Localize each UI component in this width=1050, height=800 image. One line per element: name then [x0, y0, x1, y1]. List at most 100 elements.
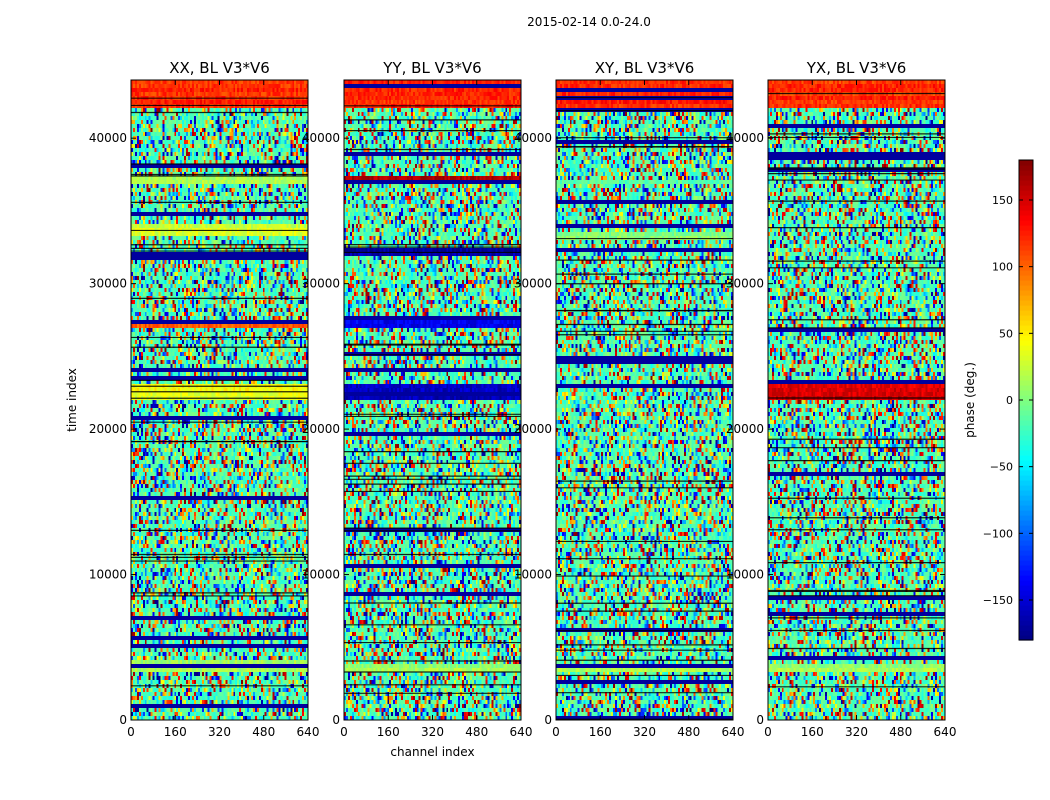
x-tick-label: 480: [465, 725, 488, 739]
heatmap-image: [131, 80, 308, 720]
x-tick-label: 640: [722, 725, 745, 739]
colorbar-segment: [1019, 200, 1033, 206]
x-tick-label: 480: [889, 725, 912, 739]
heatmap-image: [768, 80, 945, 720]
figure-suptitle: 2015-02-14 0.0-24.0: [527, 15, 651, 29]
colorbar-tick-label: 0: [1006, 394, 1013, 407]
panel-1: YY, BL V3*V6 0 160 320 480 640 0 10000 20000 3000…: [302, 59, 533, 759]
y-tick-label: 20000: [302, 422, 340, 436]
panels: XX, BL V3*V6 0 160 320 480 640 0 10000 20000 3000…: [65, 59, 956, 759]
colorbar-segment: [1019, 215, 1033, 221]
colorbar-segment: [1019, 525, 1033, 531]
x-tick-label: 160: [801, 725, 824, 739]
colorbar-segment: [1019, 195, 1033, 201]
colorbar-segment: [1019, 485, 1033, 491]
x-tick-label: 480: [252, 725, 275, 739]
colorbar-segment: [1019, 575, 1033, 581]
colorbar-segment: [1019, 535, 1033, 541]
colorbar-segment: [1019, 175, 1033, 181]
colorbar-segment: [1019, 500, 1033, 506]
panel-0: XX, BL V3*V6 0 160 320 480 640 0 10000 20000 3000…: [65, 59, 319, 739]
colorbar-label: phase (deg.): [963, 362, 977, 438]
colorbar-segment: [1019, 475, 1033, 481]
colorbar-segment: [1019, 555, 1033, 561]
colorbar-segment: [1019, 345, 1033, 351]
colorbar-segment: [1019, 460, 1033, 466]
colorbar-segment: [1019, 170, 1033, 176]
x-tick-label: 160: [377, 725, 400, 739]
colorbar-segment: [1019, 605, 1033, 611]
colorbar-segment: [1019, 430, 1033, 436]
colorbar-segment: [1019, 405, 1033, 411]
colorbar-segment: [1019, 275, 1033, 281]
colorbar-segment: [1019, 325, 1033, 331]
y-tick-label: 20000: [514, 422, 552, 436]
x-tick-label: 0: [127, 725, 135, 739]
colorbar-tick-label: −100: [983, 527, 1013, 540]
colorbar-segment: [1019, 610, 1033, 616]
colorbar-segment: [1019, 560, 1033, 566]
panel-title: XY, BL V3*V6: [595, 59, 695, 77]
colorbar-segment: [1019, 595, 1033, 601]
colorbar-segment: [1019, 220, 1033, 226]
colorbar-segment: [1019, 450, 1033, 456]
y-tick-label: 10000: [89, 568, 127, 582]
colorbar-segment: [1019, 385, 1033, 391]
colorbar-segment: [1019, 470, 1033, 476]
colorbar-segment: [1019, 550, 1033, 556]
y-tick-label: 40000: [89, 131, 127, 145]
y-tick-label: 40000: [514, 131, 552, 145]
panel-3: YX, BL V3*V6 0 160 320 480 640 0 10000 20000 3000…: [726, 59, 957, 739]
y-tick-label: 40000: [302, 131, 340, 145]
colorbar-segment: [1019, 615, 1033, 621]
colorbar-segment: [1019, 185, 1033, 191]
y-tick-label: 0: [756, 713, 764, 727]
panel-title: YX, BL V3*V6: [806, 59, 907, 77]
colorbar-segment: [1019, 620, 1033, 626]
y-tick-label: 30000: [514, 277, 552, 291]
colorbar-segment: [1019, 305, 1033, 311]
colorbar-segment: [1019, 355, 1033, 361]
colorbar-segment: [1019, 505, 1033, 511]
colorbar-segment: [1019, 180, 1033, 186]
colorbar-segment: [1019, 270, 1033, 276]
colorbar-segment: [1019, 285, 1033, 291]
colorbar-segment: [1019, 600, 1033, 606]
colorbar-tick-label: 100: [992, 261, 1013, 274]
y-tick-label: 40000: [726, 131, 764, 145]
colorbar-segment: [1019, 235, 1033, 241]
colorbar-segment: [1019, 445, 1033, 451]
colorbar-segment: [1019, 210, 1033, 216]
y-tick-label: 20000: [726, 422, 764, 436]
colorbar-segment: [1019, 630, 1033, 636]
y-tick-label: 10000: [726, 568, 764, 582]
x-tick-label: 160: [589, 725, 612, 739]
colorbar-tick-label: −150: [983, 594, 1013, 607]
y-tick-label: 30000: [89, 277, 127, 291]
colorbar-tick-label: 50: [999, 327, 1013, 340]
colorbar-segment: [1019, 410, 1033, 416]
colorbar-segment: [1019, 370, 1033, 376]
colorbar-segment: [1019, 440, 1033, 446]
colorbar-segment: [1019, 365, 1033, 371]
colorbar-segment: [1019, 490, 1033, 496]
colorbar-segment: [1019, 190, 1033, 196]
colorbar-segment: [1019, 340, 1033, 346]
colorbar-segment: [1019, 420, 1033, 426]
colorbar-segment: [1019, 395, 1033, 401]
x-tick-label: 320: [208, 725, 231, 739]
colorbar-segment: [1019, 230, 1033, 236]
colorbar-segment: [1019, 290, 1033, 296]
colorbar: 150 100 50 0 −50 −100 −150 phase (deg.): [963, 159, 1034, 641]
y-tick-label: 0: [544, 713, 552, 727]
colorbar-segment: [1019, 315, 1033, 321]
y-tick-label: 30000: [302, 277, 340, 291]
y-tick-label: 10000: [514, 568, 552, 582]
colorbar-segment: [1019, 260, 1033, 266]
colorbar-segment: [1019, 495, 1033, 501]
colorbar-segment: [1019, 625, 1033, 631]
panel-2: XY, BL V3*V6 0 160 320 480 640 0 10000 20000 3000…: [514, 59, 745, 739]
colorbar-segment: [1019, 540, 1033, 546]
colorbar-segment: [1019, 425, 1033, 431]
